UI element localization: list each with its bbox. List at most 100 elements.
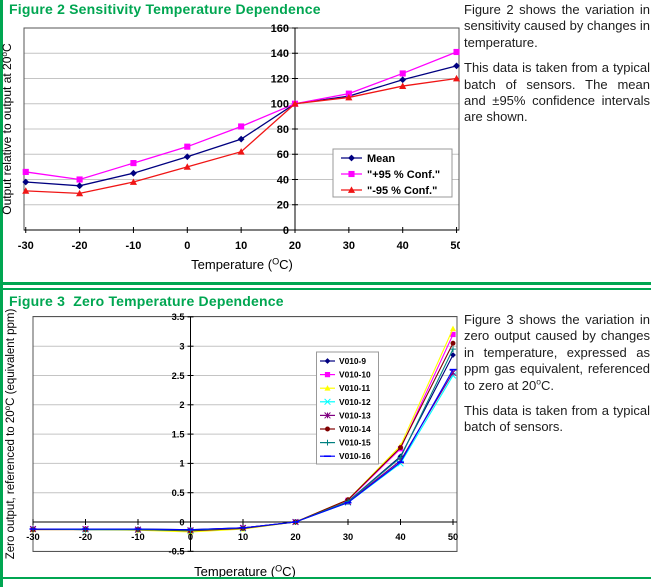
x-tick-label: 50 bbox=[450, 240, 460, 252]
y-tick-label: 0 bbox=[179, 517, 184, 527]
data-point-marker bbox=[397, 454, 404, 461]
series-line-v010-15 bbox=[32, 348, 454, 531]
y-tick-label: 3.5 bbox=[172, 312, 185, 322]
series-line-v010-14 bbox=[33, 343, 454, 532]
x-tick-label: 10 bbox=[238, 532, 248, 542]
data-point-marker bbox=[76, 182, 83, 190]
y-tick-label: 1.5 bbox=[172, 429, 185, 439]
y-tick-label: -0.5 bbox=[168, 547, 184, 557]
x-tick-label: 0 bbox=[188, 532, 193, 542]
x-tick-label: -10 bbox=[125, 240, 141, 252]
data-point-marker bbox=[130, 160, 137, 167]
x-tick-label: 10 bbox=[235, 240, 247, 252]
data-point-marker bbox=[345, 90, 352, 97]
x-tick-label: 20 bbox=[289, 240, 301, 252]
x-tick-label: 0 bbox=[184, 240, 190, 252]
figure3-description: Figure 3 shows the variation in zero out… bbox=[464, 312, 650, 445]
x-tick-label: 20 bbox=[290, 532, 300, 542]
data-point-marker bbox=[398, 445, 403, 451]
legend-label: "-95 % Conf." bbox=[367, 185, 437, 197]
legend-label: V010-13 bbox=[339, 410, 371, 420]
y-tick-label: 80 bbox=[277, 124, 289, 136]
series-markers-v010-9 bbox=[30, 352, 456, 533]
x-tick-label: 30 bbox=[343, 240, 355, 252]
data-point-marker bbox=[76, 189, 84, 197]
legend-key-marker bbox=[324, 412, 331, 419]
paragraph: Figure 2 shows the variation in sensitiv… bbox=[464, 2, 650, 50]
data-point-marker bbox=[399, 70, 406, 77]
zero-temperature-chart: -0.5 0 0.5 1 1.5 2 2.5 3 3.5 -30 -20 -10 0 10 20 30 40 50… bbox=[3, 309, 458, 579]
y-tick-label: 60 bbox=[277, 149, 289, 161]
legend-key-marker bbox=[324, 439, 331, 446]
page-left-border bbox=[0, 0, 3, 587]
data-point-marker bbox=[449, 325, 457, 332]
y-tick-label: 2.5 bbox=[172, 371, 185, 381]
figure2-title: Figure 2 Sensitivity Temperature Depende… bbox=[9, 1, 321, 17]
plot-area: -0.5 0 0.5 1 1.5 2 2.5 3 3.5 -30 -20 -10 0 10 20 30 40 50… bbox=[3, 309, 458, 579]
data-point-marker bbox=[183, 163, 191, 170]
data-point-marker bbox=[237, 135, 245, 143]
paragraph: This data is taken from a typical batch … bbox=[464, 60, 650, 125]
y-tick-label: 20 bbox=[277, 200, 289, 212]
data-point-marker bbox=[450, 346, 456, 353]
series-markers-v010-14 bbox=[30, 340, 456, 534]
legend-label: V010-9 bbox=[339, 356, 366, 366]
paragraph: This data is taken from a typical batch … bbox=[464, 403, 650, 435]
x-tick-label: -30 bbox=[26, 532, 39, 542]
legend-key-marker bbox=[324, 358, 331, 364]
series-line-v010-9 bbox=[32, 354, 454, 531]
y-tick-label: 1 bbox=[179, 459, 184, 469]
x-axis-title: Temperature (OC) bbox=[191, 257, 293, 272]
series-line-v010-16 bbox=[33, 369, 454, 531]
data-point-marker bbox=[450, 331, 456, 338]
legend-key-marker bbox=[348, 170, 355, 178]
series-line-v010-13 bbox=[33, 372, 454, 531]
y-tick-label: 2 bbox=[179, 400, 184, 410]
y-tick-label: 40 bbox=[277, 174, 289, 186]
series-markers-95-conf bbox=[22, 74, 460, 197]
series-line-v010-11 bbox=[33, 328, 454, 533]
y-tick-label: 140 bbox=[271, 48, 289, 60]
data-point-marker bbox=[22, 178, 30, 186]
y-axis-title: Output relative to output at 20oC bbox=[0, 43, 14, 215]
x-tick-label: -30 bbox=[18, 240, 34, 252]
paragraph: Figure 3 shows the variation in zero out… bbox=[464, 312, 650, 393]
series-markers-v010-11 bbox=[29, 325, 457, 535]
legend-key-marker bbox=[347, 186, 356, 193]
series-markers-v010-16 bbox=[29, 368, 457, 531]
series-markers-mean bbox=[22, 62, 460, 190]
plot-border bbox=[32, 316, 458, 552]
section-divider-line-2 bbox=[0, 288, 651, 290]
legend-label: "+95 % Conf." bbox=[367, 169, 440, 181]
x-tick-label: 50 bbox=[448, 532, 458, 542]
data-point-marker bbox=[130, 169, 137, 177]
y-tick-label: 120 bbox=[271, 73, 289, 85]
x-tick-label: -20 bbox=[72, 240, 88, 252]
x-axis-title: Temperature (OC) bbox=[194, 564, 296, 579]
data-point-marker bbox=[452, 74, 460, 82]
data-point-marker bbox=[184, 143, 191, 150]
y-axis-title: Zero output, referenced to 20oC (equival… bbox=[3, 309, 17, 560]
data-point-marker bbox=[76, 176, 83, 183]
data-point-marker bbox=[22, 168, 29, 175]
legend-box bbox=[316, 351, 379, 465]
legend-label: V010-16 bbox=[339, 451, 371, 461]
y-tick-label: 0 bbox=[283, 225, 289, 237]
series-line-v010-10 bbox=[33, 334, 454, 532]
legend-label: Mean bbox=[367, 153, 395, 165]
data-point-marker bbox=[22, 187, 30, 194]
legend-label: V010-11 bbox=[339, 383, 371, 393]
x-tick-label: -20 bbox=[79, 532, 92, 542]
x-tick-label: -10 bbox=[131, 532, 144, 542]
data-point-marker bbox=[450, 340, 456, 346]
series-markers-v010-13 bbox=[29, 369, 457, 534]
y-tick-label: 100 bbox=[271, 99, 289, 111]
data-point-marker bbox=[399, 82, 407, 89]
y-tick-label: 160 bbox=[271, 23, 289, 35]
y-tick-label: 3 bbox=[179, 342, 184, 352]
y-tick-label: 0.5 bbox=[172, 488, 185, 498]
data-point-marker bbox=[237, 148, 245, 155]
